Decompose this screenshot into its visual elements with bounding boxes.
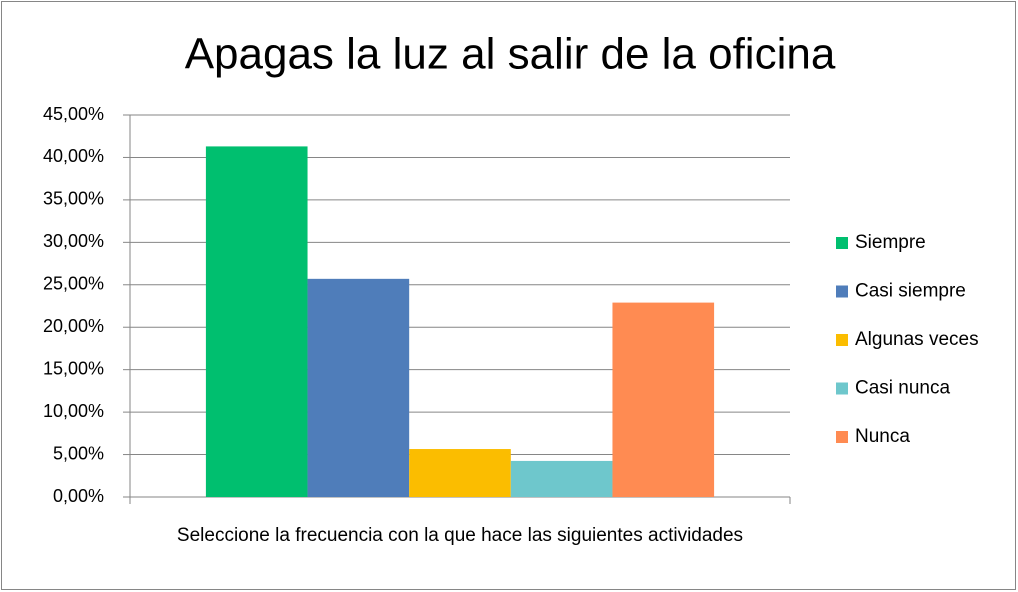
- y-tick-label: 35,00%: [43, 189, 104, 209]
- legend-swatch: [836, 382, 848, 395]
- y-tick-label: 5,00%: [53, 443, 104, 463]
- y-tick-label: 20,00%: [43, 316, 104, 336]
- y-tick-label: 10,00%: [43, 401, 104, 421]
- x-category-label: Seleccione la frecuencia con la que hace…: [176, 525, 744, 546]
- legend-swatch: [836, 237, 848, 249]
- y-tick-label: 0,00%: [53, 486, 104, 506]
- y-tick-label: 30,00%: [43, 231, 104, 251]
- y-tick-label: 45,00%: [43, 104, 104, 124]
- legend-label: Casi siempre: [855, 281, 966, 302]
- bar: [612, 302, 715, 497]
- legend-swatch: [836, 285, 848, 298]
- bar: [307, 278, 410, 497]
- legend-label: Algunas veces: [855, 329, 979, 350]
- y-tick-label: 40,00%: [43, 146, 104, 166]
- bar: [205, 146, 308, 498]
- legend-swatch: [836, 431, 848, 443]
- legend-label: Nunca: [855, 426, 910, 447]
- legend-swatch: [836, 334, 848, 346]
- y-tick-label: 25,00%: [43, 274, 104, 294]
- legend-label: Casi nunca: [855, 378, 950, 399]
- bar: [409, 449, 511, 497]
- bar: [510, 460, 613, 497]
- legend-label: Siempre: [855, 232, 926, 253]
- chart-title: Apagas la luz al salir de la oficina: [185, 30, 836, 79]
- y-tick-label: 15,00%: [43, 358, 104, 378]
